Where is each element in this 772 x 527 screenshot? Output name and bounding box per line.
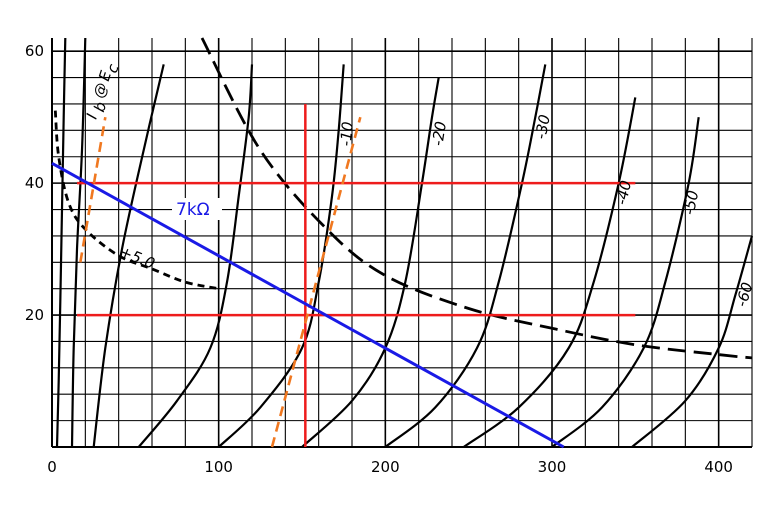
label-b: b	[90, 100, 110, 115]
grid	[51, 38, 753, 448]
curve-label: -50	[680, 189, 702, 217]
load-label-bg	[172, 198, 222, 220]
plate-curve-3	[137, 64, 254, 448]
plate-curve-4	[217, 64, 345, 448]
y-tick-label: 40	[25, 174, 44, 192]
dashed-guide-0	[79, 116, 107, 263]
plate-curve-5	[301, 77, 440, 448]
curve-label: +5.0	[117, 242, 158, 272]
y-tick-label: 20	[25, 306, 44, 324]
dashed-guides	[79, 116, 362, 448]
x-tick-label: 400	[704, 458, 733, 476]
plate-curve-8	[551, 117, 700, 448]
dissipation-curve	[200, 37, 753, 360]
dissipation-curves	[53, 37, 753, 360]
curve-label: -10	[337, 121, 357, 147]
x-tick-label: 200	[371, 458, 400, 476]
x-tick-label: 0	[47, 458, 57, 476]
tick-labels: 0 100 200 300 400 20 40 60	[25, 42, 733, 476]
curve-label: -30	[532, 113, 554, 141]
plate-curve-2	[92, 64, 165, 448]
plate-curves	[55, 37, 754, 448]
x-tick-label: 100	[204, 458, 233, 476]
small-dash-curve	[53, 110, 219, 291]
label-at: @	[89, 80, 111, 100]
curve-labels: +5.0 -10 -20 -30 -40 -50 -60	[117, 113, 757, 309]
curve-label: -60	[732, 280, 756, 309]
plate-curve-1	[70, 37, 87, 448]
label-i: I	[83, 111, 102, 121]
load-line-group	[51, 162, 565, 449]
plate-curve-7	[463, 97, 637, 448]
curve-label: -20	[429, 120, 451, 147]
curve-family-label: I b @ E c	[83, 61, 123, 121]
operating-lines	[77, 103, 636, 447]
dashed-guide-1	[270, 116, 362, 448]
load-line	[51, 162, 565, 449]
plate-curve-0	[55, 37, 67, 448]
y-tick-label: 60	[25, 42, 44, 60]
x-tick-label: 300	[538, 458, 567, 476]
plate-curve-6	[384, 64, 547, 448]
curve-label: -40	[612, 179, 635, 207]
load-line-label: 7kΩ	[176, 200, 210, 220]
plate-curve-9	[631, 235, 754, 448]
